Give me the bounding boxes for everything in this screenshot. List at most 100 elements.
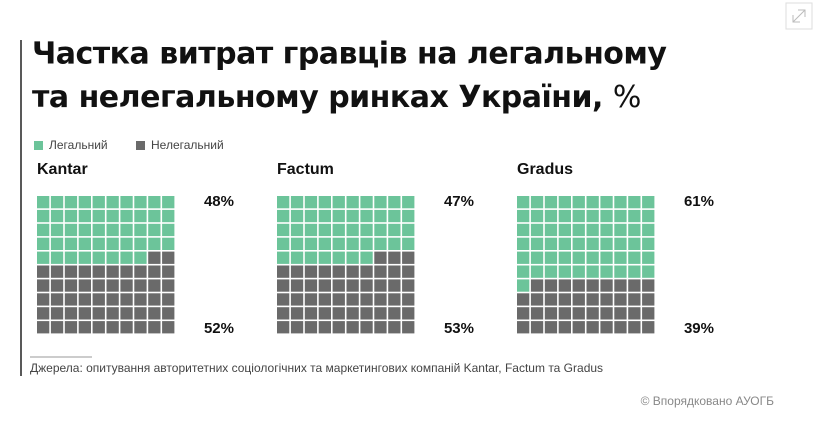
waffle-cell bbox=[628, 237, 641, 250]
waffle-cell bbox=[614, 209, 627, 223]
waffle-cell bbox=[318, 196, 331, 209]
waffle-cell bbox=[277, 279, 290, 292]
waffle-cell bbox=[290, 293, 304, 306]
waffle-cell bbox=[106, 237, 119, 250]
waffle-cell bbox=[332, 307, 345, 320]
panel-title: Kantar bbox=[37, 161, 88, 178]
waffle-cell bbox=[134, 196, 147, 209]
waffle-cell bbox=[134, 321, 147, 334]
waffle-cell bbox=[374, 209, 387, 223]
waffle-cell bbox=[402, 321, 415, 334]
waffle-cell bbox=[402, 265, 415, 278]
waffle-cell bbox=[106, 293, 119, 306]
waffle-cell bbox=[92, 265, 105, 278]
waffle-cell bbox=[374, 237, 387, 250]
waffle-cell bbox=[558, 307, 571, 320]
waffle-cell bbox=[78, 321, 91, 334]
waffle-cell bbox=[558, 237, 571, 250]
waffle-cell bbox=[64, 265, 78, 278]
waffle-cell bbox=[402, 209, 415, 223]
waffle-cell bbox=[544, 251, 558, 264]
waffle-cell bbox=[517, 209, 530, 223]
waffle-cell bbox=[78, 293, 91, 306]
expand-icon bbox=[792, 9, 806, 23]
title-line: та нелегальному ринках України, bbox=[32, 80, 603, 115]
waffle-cell bbox=[37, 209, 50, 223]
waffle-cell bbox=[106, 307, 119, 320]
waffle-cell bbox=[64, 279, 78, 292]
waffle-cell bbox=[332, 237, 345, 250]
waffle-cell bbox=[544, 307, 558, 320]
waffle-cell bbox=[360, 237, 373, 250]
waffle-cell bbox=[318, 293, 331, 306]
waffle-cell bbox=[586, 196, 599, 209]
waffle-cell bbox=[642, 265, 655, 278]
waffle-cell bbox=[290, 279, 304, 292]
waffle-cell bbox=[530, 307, 544, 320]
waffle-cell bbox=[586, 251, 599, 264]
waffle-cell bbox=[402, 223, 415, 237]
waffle-cell bbox=[402, 293, 415, 306]
waffle-cell bbox=[517, 265, 530, 278]
waffle-cell bbox=[64, 251, 78, 264]
waffle-cell bbox=[544, 237, 558, 250]
waffle-cell bbox=[388, 307, 401, 320]
waffle-cell bbox=[92, 237, 105, 250]
waffle-cell bbox=[600, 293, 613, 306]
waffle-cell bbox=[78, 223, 91, 237]
waffle-cell bbox=[530, 196, 544, 209]
waffle-cell bbox=[92, 196, 105, 209]
waffle-cell bbox=[277, 209, 290, 223]
waffle-cell bbox=[148, 223, 161, 237]
waffle-cell bbox=[530, 265, 544, 278]
waffle-cell bbox=[106, 251, 119, 264]
waffle-cell bbox=[628, 209, 641, 223]
waffle-cell bbox=[290, 223, 304, 237]
waffle-cell bbox=[346, 251, 359, 264]
waffle-cell bbox=[37, 265, 50, 278]
waffle-cell bbox=[120, 223, 133, 237]
waffle-cell bbox=[530, 223, 544, 237]
waffle-cell bbox=[318, 251, 331, 264]
waffle-cell bbox=[50, 265, 64, 278]
waffle-cell bbox=[614, 307, 627, 320]
waffle-cell bbox=[614, 196, 627, 209]
waffle-cell bbox=[148, 279, 161, 292]
waffle-cell bbox=[120, 279, 133, 292]
waffle-cell bbox=[600, 321, 613, 334]
waffle-cell bbox=[558, 265, 571, 278]
waffle-cell bbox=[572, 307, 585, 320]
waffle-cell bbox=[544, 196, 558, 209]
waffle-cell bbox=[162, 293, 175, 306]
waffle-cell bbox=[290, 196, 304, 209]
waffle-cell bbox=[600, 209, 613, 223]
waffle-cell bbox=[360, 307, 373, 320]
waffle-cell bbox=[346, 209, 359, 223]
waffle-cell bbox=[304, 265, 318, 278]
source: Джерела: опитування авторитетних соціоло… bbox=[30, 361, 603, 375]
waffle-cell bbox=[614, 293, 627, 306]
waffle-cell bbox=[162, 223, 175, 237]
waffle-cell bbox=[148, 237, 161, 250]
waffle-cell bbox=[628, 321, 641, 334]
waffle-cell bbox=[558, 321, 571, 334]
waffle-cell bbox=[346, 196, 359, 209]
waffle-cell bbox=[50, 251, 64, 264]
waffle-cell bbox=[586, 293, 599, 306]
waffle-cell bbox=[148, 321, 161, 334]
waffle-cell bbox=[586, 237, 599, 250]
expand-button[interactable] bbox=[785, 2, 813, 30]
waffle-cell bbox=[558, 209, 571, 223]
waffle-cell bbox=[37, 223, 50, 237]
waffle-cell bbox=[642, 321, 655, 334]
waffle-cell bbox=[134, 237, 147, 250]
waffle-cell bbox=[517, 293, 530, 306]
waffle-cell bbox=[106, 279, 119, 292]
waffle-cell bbox=[148, 265, 161, 278]
waffle-cell bbox=[388, 209, 401, 223]
waffle-cell bbox=[374, 321, 387, 334]
waffle-cell bbox=[374, 293, 387, 306]
panel-title: Factum bbox=[277, 161, 334, 178]
waffle-cell bbox=[304, 223, 318, 237]
waffle-cell bbox=[332, 321, 345, 334]
